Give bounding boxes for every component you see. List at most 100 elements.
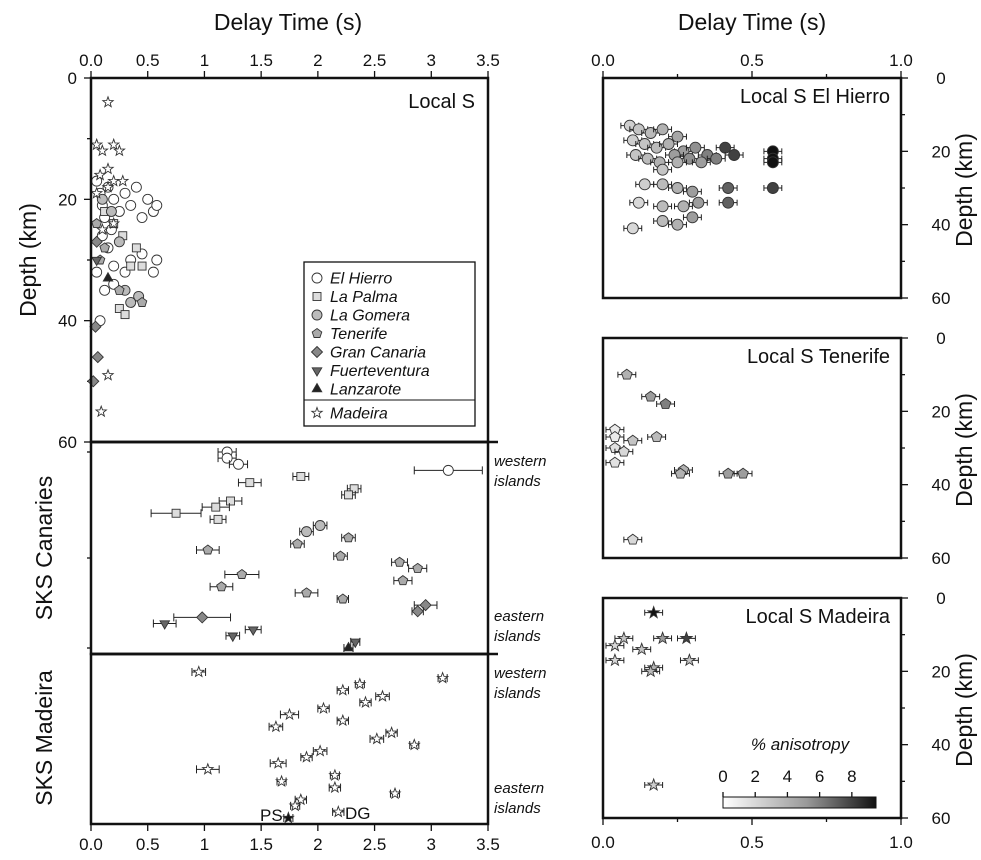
right-panel-point bbox=[695, 156, 708, 169]
top-xtick-label: 2.5 bbox=[363, 51, 387, 70]
left-top-xlabel: Delay Time (s) bbox=[214, 9, 362, 35]
legend-marker bbox=[311, 382, 323, 393]
local-s-point bbox=[113, 236, 125, 248]
right-panel-point bbox=[621, 368, 633, 380]
right-top-xtick-label: 0.0 bbox=[591, 51, 615, 70]
right-panel-point bbox=[643, 663, 658, 678]
right-panel-point bbox=[638, 178, 651, 191]
sks-madeira-point bbox=[201, 762, 215, 775]
note-western-1a: western bbox=[494, 453, 547, 470]
right-panel-point bbox=[607, 638, 622, 652]
bottom-xtick-label: 3 bbox=[427, 835, 436, 854]
right-panel-point bbox=[626, 222, 639, 235]
panel-title-local-s-madeira: Local S Madeira bbox=[745, 606, 890, 628]
panel-title-local-s-tenerife: Local S Tenerife bbox=[747, 346, 890, 368]
right-panel-point bbox=[671, 130, 684, 143]
colorbar-tick-label: 4 bbox=[783, 767, 792, 786]
right-ytick-label: 40 bbox=[932, 736, 951, 755]
local-s-point bbox=[120, 310, 130, 320]
sks-canaries-point bbox=[301, 526, 312, 538]
right-panel-point bbox=[656, 123, 669, 136]
right-panel-point bbox=[692, 196, 705, 209]
local-s-point bbox=[107, 137, 121, 151]
local-s-point bbox=[108, 278, 120, 290]
legend-label: La Gomera bbox=[330, 308, 410, 325]
local-s-point bbox=[99, 242, 110, 253]
sks-madeira-point bbox=[353, 677, 367, 690]
local-s-point bbox=[108, 193, 120, 205]
local-s-point bbox=[91, 266, 103, 278]
frame-local-s-tenerife bbox=[601, 336, 903, 560]
legend-marker bbox=[310, 345, 324, 359]
frame-sks-madeira bbox=[89, 652, 490, 826]
sks-canaries-point bbox=[292, 538, 303, 549]
local-s-point bbox=[90, 235, 103, 248]
top-xtick-label: 1 bbox=[200, 51, 209, 70]
legend-marker bbox=[311, 272, 323, 284]
note-eastern-1a: eastern bbox=[494, 608, 544, 625]
right-panel-point bbox=[632, 196, 645, 209]
colorbar-tick-label: 8 bbox=[847, 767, 856, 786]
right-panel-point bbox=[682, 652, 697, 667]
note-western-1b: islands bbox=[494, 473, 541, 490]
sks-madeira-point bbox=[328, 780, 342, 794]
legend-label: Gran Canaria bbox=[330, 345, 426, 362]
right-ytick-label: 20 bbox=[932, 142, 951, 161]
local-s-point bbox=[125, 297, 137, 308]
sks-canaries-point bbox=[349, 638, 361, 649]
sks-canaries-point bbox=[314, 520, 326, 531]
top-xtick-label: 2 bbox=[313, 51, 322, 70]
sks-madeira-point bbox=[359, 695, 372, 708]
sks-madeira-point bbox=[288, 798, 302, 812]
right-ylabel-3: Depth (km) bbox=[951, 653, 977, 767]
left-ytick-label: 60 bbox=[58, 433, 77, 452]
right-panel-point bbox=[710, 152, 723, 165]
right-panel-point bbox=[722, 467, 734, 479]
sks-madeira-point bbox=[269, 719, 283, 733]
sks-canaries-point bbox=[394, 556, 405, 567]
right-top-xlabel: Delay Time (s) bbox=[678, 9, 826, 35]
right-panel-point bbox=[659, 397, 672, 409]
sks-canaries-point bbox=[171, 508, 181, 518]
sks-canaries-point bbox=[226, 496, 235, 506]
local-s-point bbox=[87, 375, 100, 388]
top-xtick-label: 3.5 bbox=[476, 51, 500, 70]
legend-marker bbox=[311, 327, 323, 338]
local-s-point bbox=[108, 260, 120, 272]
right-panel-point bbox=[646, 605, 661, 619]
sks-canaries-point bbox=[221, 452, 233, 464]
local-s-point bbox=[136, 296, 148, 307]
right-panel-point bbox=[609, 456, 621, 468]
right-panel-point bbox=[737, 467, 749, 479]
right-panel-point bbox=[728, 149, 741, 161]
legend-label: Fuerteventura bbox=[330, 363, 430, 380]
bottom-xtick-label: 2.5 bbox=[363, 835, 387, 854]
right-panel-point bbox=[656, 163, 669, 176]
sks-canaries-point bbox=[412, 562, 423, 573]
right-panel-point bbox=[722, 182, 735, 194]
local-s-point bbox=[94, 404, 108, 418]
right-ytick-label: 60 bbox=[932, 809, 951, 828]
sks-madeira-point bbox=[328, 768, 342, 781]
bottom-xtick-label: 1 bbox=[200, 835, 209, 854]
local-s-point bbox=[101, 162, 115, 175]
sks-canaries-point bbox=[247, 626, 259, 636]
sks-madeira-point bbox=[407, 738, 421, 751]
right-panel-point bbox=[662, 138, 675, 150]
colorbar-ticks: 0 2 4 6 8 bbox=[718, 767, 857, 797]
sks-canaries-point bbox=[227, 632, 239, 643]
right-panel-point bbox=[689, 141, 702, 154]
right-panel-point bbox=[679, 630, 694, 645]
frame-local-s-el-hierro bbox=[601, 76, 903, 300]
local-s-point bbox=[151, 254, 163, 266]
right-panel-point bbox=[650, 430, 663, 442]
local-s-point bbox=[119, 187, 131, 199]
right-panel-point bbox=[646, 777, 661, 791]
right-panel-point bbox=[766, 182, 779, 194]
local-s-point bbox=[147, 266, 159, 278]
sks-canaries-point bbox=[301, 587, 312, 598]
top-xtick-label: 0.5 bbox=[136, 51, 160, 70]
note-eastern-2b: islands bbox=[494, 800, 541, 817]
sks-madeira-point bbox=[271, 756, 285, 769]
